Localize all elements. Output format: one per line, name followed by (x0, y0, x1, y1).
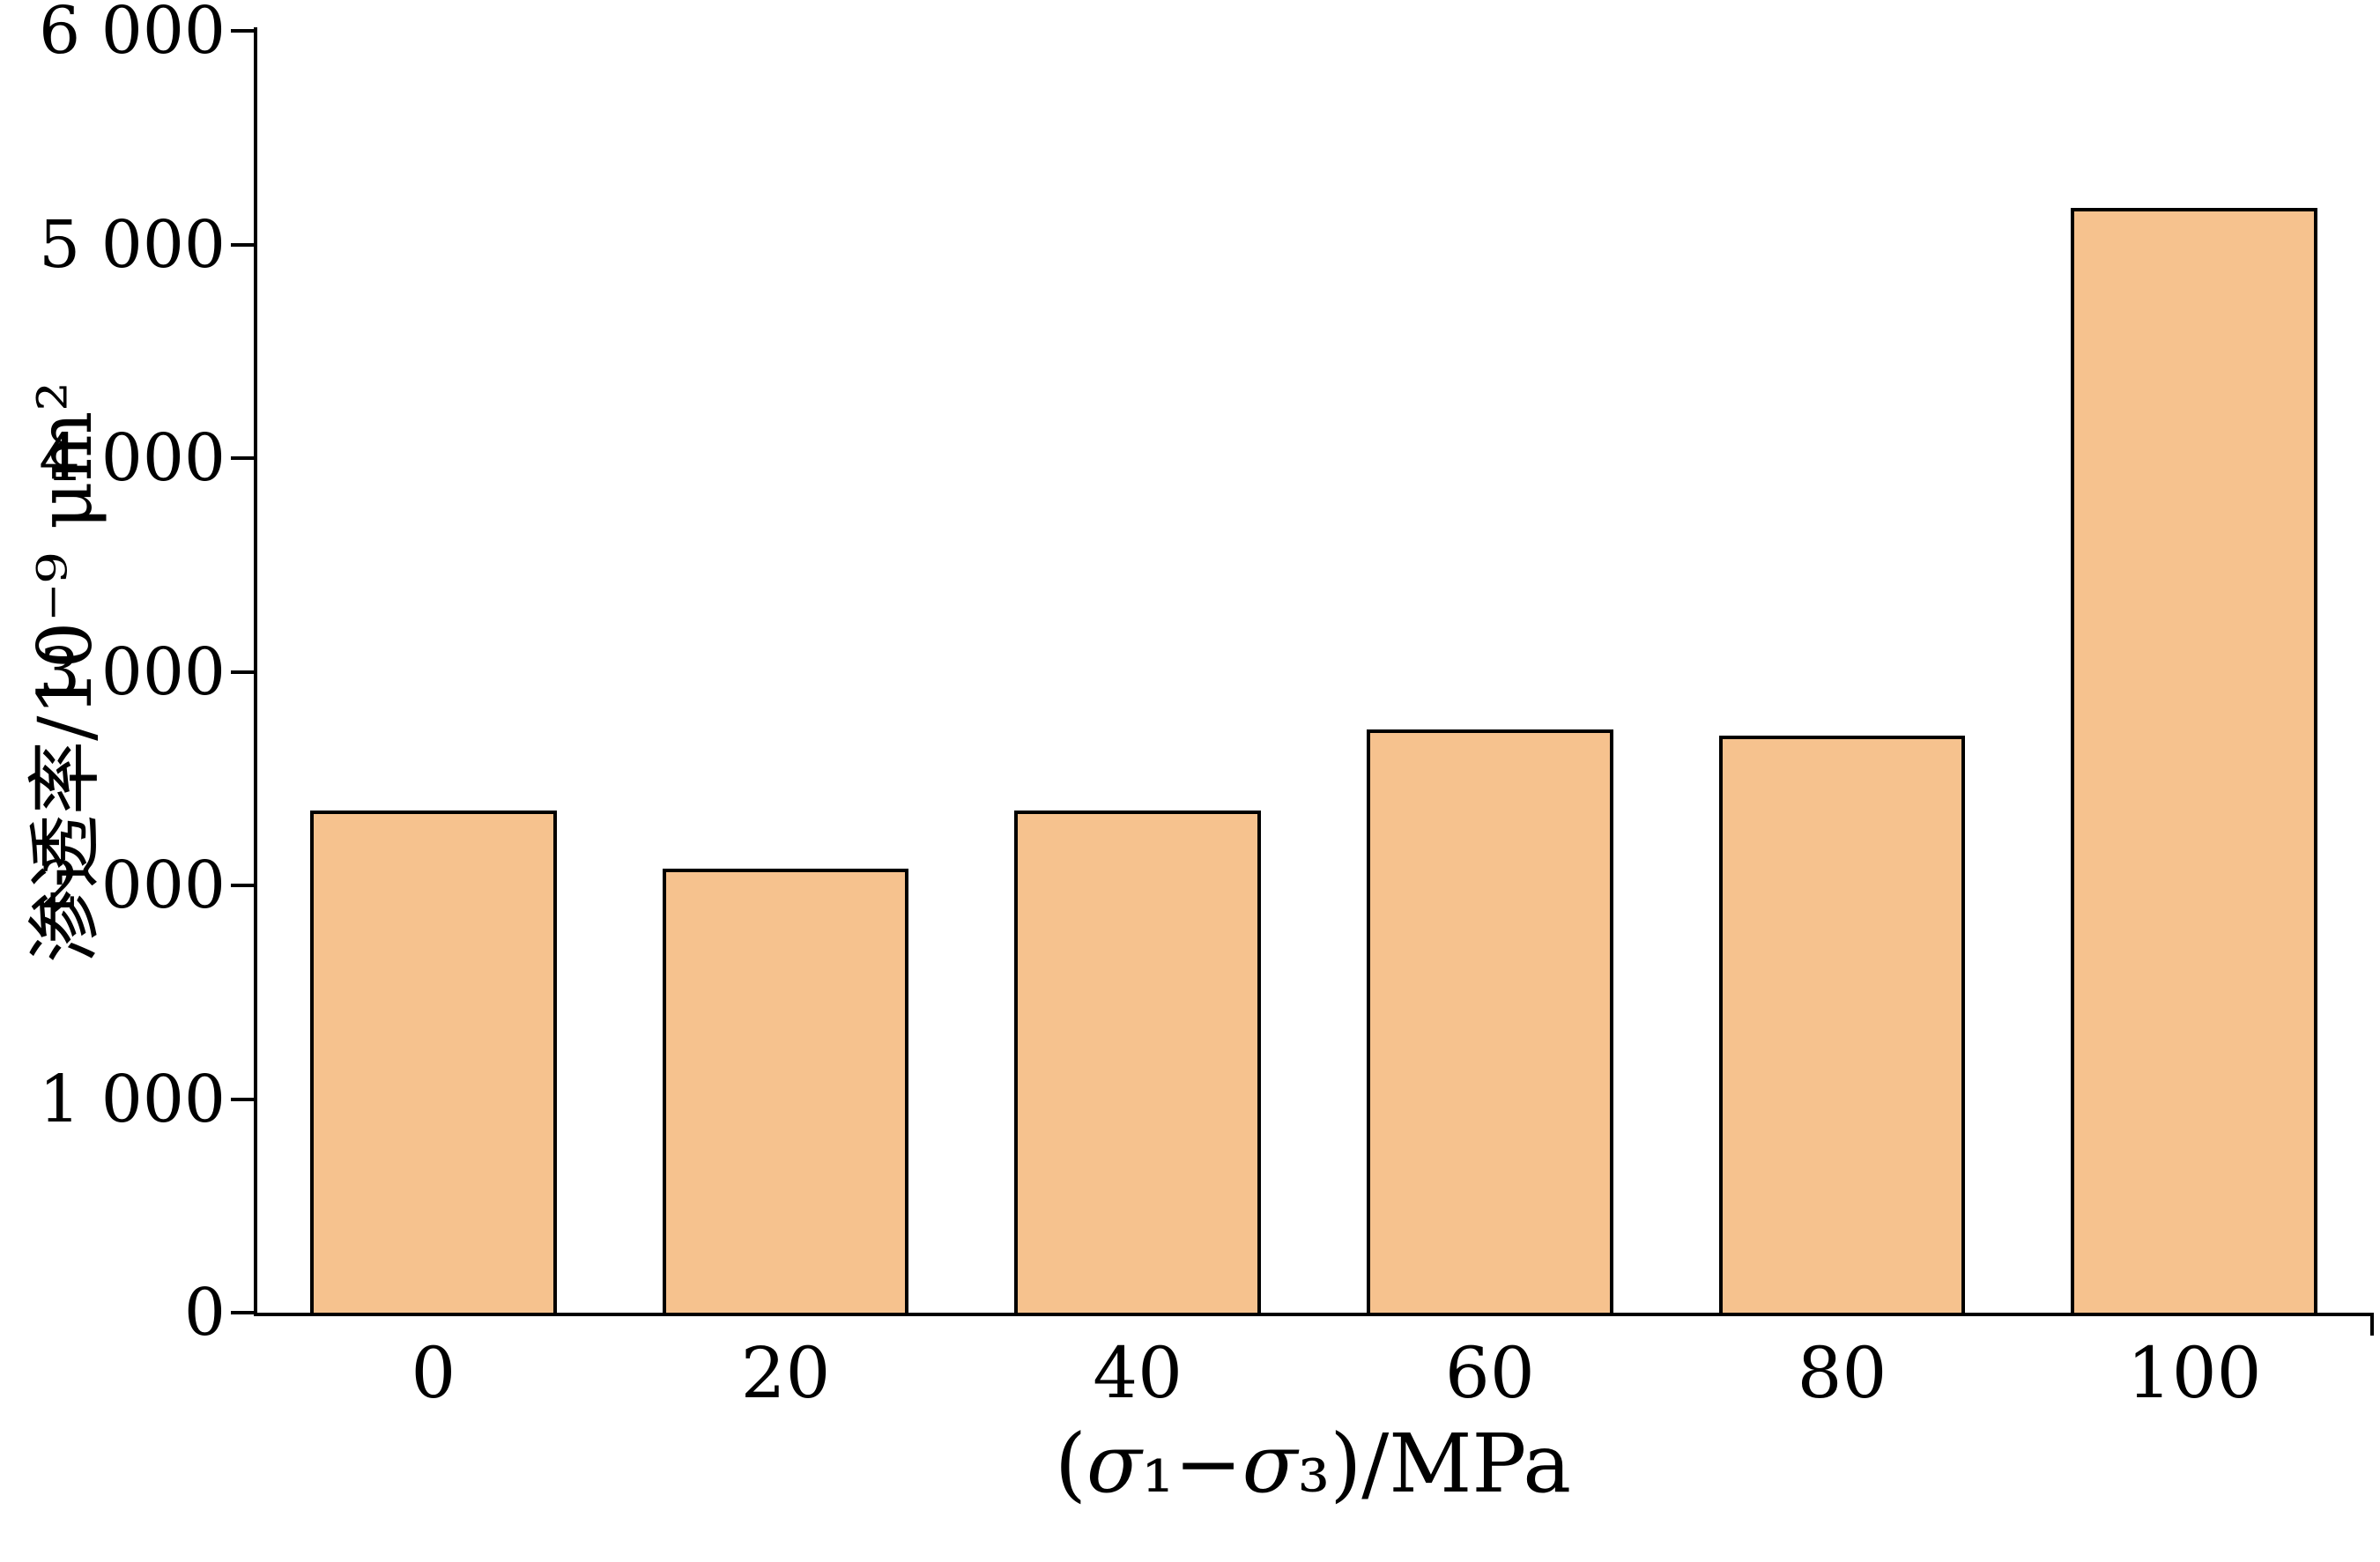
y-tick-mark (231, 456, 254, 460)
bar-80 (1718, 736, 1966, 1316)
y-tick-label: 3 000 (39, 633, 226, 710)
x-category-label: 80 (1797, 1332, 1887, 1414)
y-tick-mark (231, 29, 254, 33)
y-tick-label: 4 000 (39, 420, 226, 496)
x-axis-title: (σ₁−σ₃)/MPa (1054, 1417, 1572, 1511)
y-tick-label: 2 000 (39, 848, 226, 923)
bar-20 (662, 868, 909, 1316)
y-tick-label: 5 000 (39, 206, 226, 283)
bar-60 (1366, 729, 1613, 1316)
x-category-label: 100 (2126, 1332, 2262, 1414)
y-tick-mark (231, 1311, 254, 1314)
y-tick-mark (231, 1097, 254, 1101)
y-tick-mark (231, 884, 254, 887)
y-tick-mark (231, 670, 254, 674)
x-axis-end-tick (2370, 1316, 2374, 1336)
x-category-label: 0 (411, 1332, 456, 1414)
bar-0 (309, 811, 557, 1316)
x-axis-line (254, 1313, 2374, 1316)
y-tick-mark (231, 242, 254, 247)
x-category-label: 40 (1093, 1332, 1183, 1414)
bar-100 (2071, 208, 2318, 1316)
bar-40 (1014, 811, 1262, 1316)
y-tick-label: 1 000 (39, 1061, 226, 1137)
x-category-label: 20 (740, 1332, 831, 1414)
y-tick-label: 6 000 (39, 0, 226, 69)
y-axis-line (254, 27, 257, 1316)
y-tick-label: 0 (183, 1275, 226, 1351)
x-category-label: 60 (1444, 1332, 1535, 1414)
